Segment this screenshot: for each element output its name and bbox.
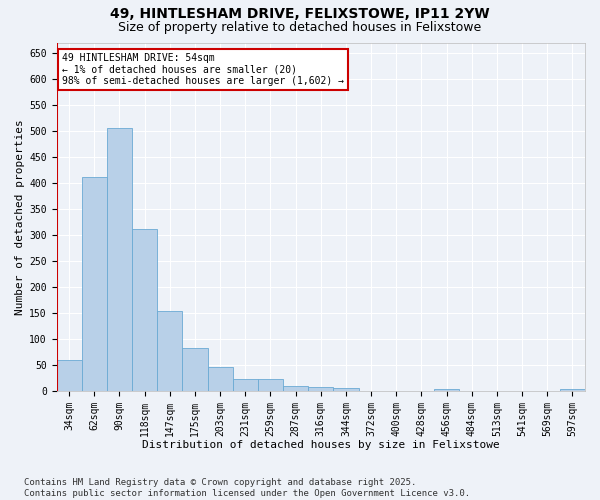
Bar — [182, 348, 208, 391]
X-axis label: Distribution of detached houses by size in Felixstowe: Distribution of detached houses by size … — [142, 440, 500, 450]
Bar — [82, 176, 107, 391]
Text: 49, HINTLESHAM DRIVE, FELIXSTOWE, IP11 2YW: 49, HINTLESHAM DRIVE, FELIXSTOWE, IP11 2… — [110, 8, 490, 22]
Bar — [157, 312, 182, 391]
Bar — [308, 387, 334, 391]
Bar — [56, 360, 82, 391]
Bar — [208, 367, 233, 391]
Bar — [233, 380, 258, 391]
Text: Size of property relative to detached houses in Felixstowe: Size of property relative to detached ho… — [118, 21, 482, 34]
Text: Contains HM Land Registry data © Crown copyright and database right 2025.
Contai: Contains HM Land Registry data © Crown c… — [24, 478, 470, 498]
Bar — [334, 388, 359, 391]
Text: 49 HINTLESHAM DRIVE: 54sqm
← 1% of detached houses are smaller (20)
98% of semi-: 49 HINTLESHAM DRIVE: 54sqm ← 1% of detac… — [62, 53, 344, 86]
Bar — [132, 228, 157, 391]
Bar — [258, 379, 283, 391]
Bar — [434, 389, 459, 391]
Bar — [560, 389, 585, 391]
Bar — [107, 128, 132, 391]
Bar — [283, 386, 308, 391]
Y-axis label: Number of detached properties: Number of detached properties — [15, 119, 25, 314]
